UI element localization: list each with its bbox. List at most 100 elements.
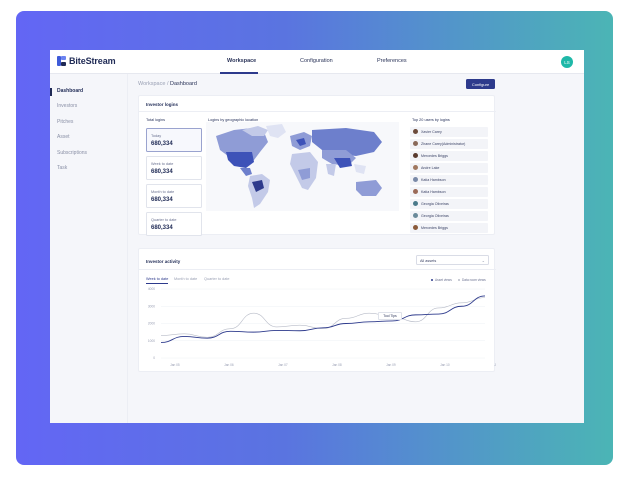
investor-logins-card: Investor logins Total logins Today 680,3… [138,95,496,236]
list-item[interactable]: Xavier Carey [410,127,488,137]
tab-quarter-to-date[interactable]: Quarter to date [204,277,230,281]
sidebar-active-indicator [50,88,52,96]
series-line-asset-views [160,295,486,343]
map-title: Logins by geographic location [208,118,259,122]
map-region-central-europe [296,138,306,146]
legend-label: Asset views [435,278,452,282]
tab-month-to-date[interactable]: Month to date [174,277,198,281]
top-users-title: Top 20 users by logins [412,118,450,122]
user-name: Georgia Oliveiras [421,201,449,206]
avatar [413,129,418,134]
user-name: Xavier Carey [421,129,442,134]
avatar [413,213,418,218]
map-region-brazil [252,180,264,192]
total-logins-title: Total logins [146,118,165,122]
investor-activity-card: Investor activity All assets ⌄ Week to d… [138,248,496,372]
list-item[interactable]: Mercedes Briggs [410,223,488,233]
investor-activity-chart[interactable]: 4000 3000 2000 1000 0 Jan 05 Jan 06 Jan 07 Jan 0… [139,285,496,371]
sidebar-item-subscriptions[interactable]: Subscriptions [57,150,88,156]
brand[interactable]: BiteStream [57,56,116,66]
map-region-mexico [240,168,252,176]
breadcrumb-separator: / [166,81,169,87]
user-name: Andre Lake [421,165,440,170]
stat-week-to-date[interactable]: Week to date 680,334 [146,156,202,180]
y-tick-label: 0 [153,356,155,360]
y-tick-label: 1000 [148,339,155,343]
legend-dot [431,279,433,281]
list-item[interactable]: Georgia Oliveiras [410,211,488,221]
x-tick-label: Jan 06 [224,363,234,367]
sidebar-item-asset[interactable]: Asset [57,134,70,140]
stat-value: 680,334 [151,169,173,175]
brand-logo-icon [57,56,66,66]
avatar [413,153,418,158]
avatar [413,165,418,170]
asset-filter-select[interactable]: All assets ⌄ [416,255,489,265]
legend-label: Data room views [462,278,486,282]
map-region-india [326,164,336,176]
map-region-usa [226,152,254,168]
tab-active-underline [146,283,168,284]
user-name: Katia Hambson [421,177,446,182]
x-tick-label: Jan 08 [332,363,342,367]
avatar [413,225,418,230]
avatar [413,201,418,206]
stat-label: Week to date [151,162,174,166]
legend-data-room-views: Data room views [458,278,486,282]
stat-value: 680,334 [151,141,173,147]
x-tick-label: Jan 11 [494,363,496,367]
sidebar-item-task[interactable]: Task [57,165,68,171]
map-region-canada-north [242,126,268,136]
avatar [413,177,418,182]
map-region-china [334,158,352,168]
list-item[interactable]: Zhane Carey(Administrator) [410,139,488,149]
sidebar-item-dashboard[interactable]: Dashboard [57,88,84,94]
card-divider [139,269,496,270]
app-window: BiteStream Workspace Configuration Prefe… [50,50,584,423]
stat-value: 680,334 [151,225,173,231]
series-line-data-room-views [160,297,486,338]
user-name: Mercedes Briggs [421,225,448,230]
x-tick-label: Jan 05 [170,363,180,367]
stat-value: 680,334 [151,197,173,203]
breadcrumb-parent[interactable]: Workspace [138,81,166,87]
nav-configuration[interactable]: Configuration [300,58,333,64]
brand-name: BiteStream [69,56,116,66]
legend-dot [458,279,460,281]
list-item[interactable]: Andre Lake [410,163,488,173]
sidebar-item-pitches[interactable]: Pitches [57,119,74,125]
y-tick-label: 4000 [148,287,155,291]
list-item[interactable]: Katia Hambson [410,187,488,197]
stat-label: Month to date [151,190,175,194]
list-item[interactable]: Georgia Oliveiras [410,199,488,209]
y-tick-label: 2000 [148,322,155,326]
sidebar: Dashboard Investors Pitches Asset Subscr… [50,74,128,423]
user-name: Georgia Oliveiras [421,213,449,218]
sidebar-item-investors[interactable]: Investors [57,103,78,109]
user-avatar[interactable]: LS [561,56,573,68]
map-region-southeast-asia [354,164,366,174]
map-region-greenland [266,124,286,138]
legend-asset-views: Asset views [431,278,452,282]
x-tick-label: Jan 07 [278,363,288,367]
list-item[interactable]: Mercedes Briggs [410,151,488,161]
chart-tooltip: Tool Tips [378,312,402,320]
stat-today[interactable]: Today 680,334 [146,128,202,152]
user-name: Katia Hambson [421,189,446,194]
avatar [413,141,418,146]
stat-month-to-date[interactable]: Month to date 680,334 [146,184,202,208]
top-bar: BiteStream Workspace Configuration Prefe… [50,50,584,74]
list-item[interactable]: Katia Hambson [410,175,488,185]
card-divider [139,111,496,112]
nav-workspace[interactable]: Workspace [227,58,257,64]
world-map[interactable] [206,122,399,211]
x-tick-label: Jan 09 [386,363,396,367]
investor-activity-title: Investor activity [146,259,181,264]
map-region-russia [312,128,382,156]
stat-quarter-to-date[interactable]: Quarter to date 680,334 [146,212,202,236]
breadcrumb: Workspace / Dashboard [138,81,197,87]
nav-preferences[interactable]: Preferences [377,58,407,64]
configure-button[interactable]: Configure [466,79,495,89]
tab-week-to-date[interactable]: Week to date [146,277,169,281]
x-tick-label: Jan 10 [440,363,450,367]
